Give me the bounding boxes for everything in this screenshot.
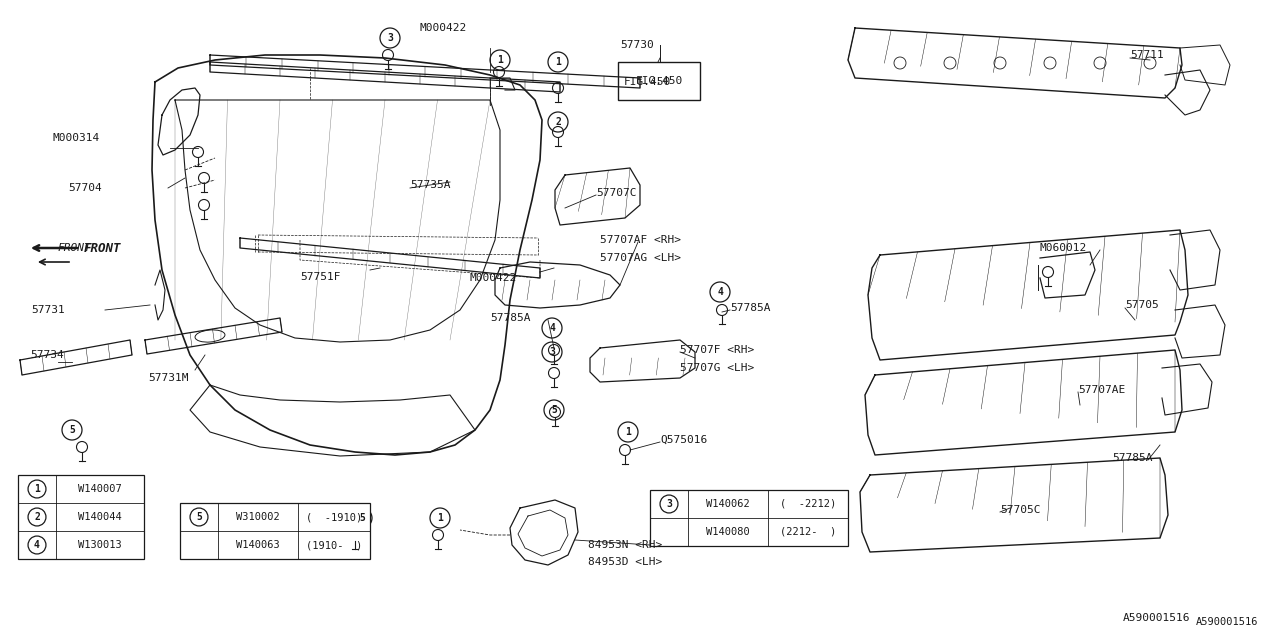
Bar <box>18 475 143 559</box>
Text: 1: 1 <box>497 55 503 65</box>
Text: FIG.450: FIG.450 <box>625 77 671 87</box>
Bar <box>180 503 370 559</box>
Text: 5: 5 <box>552 405 557 415</box>
Text: W140063: W140063 <box>236 540 280 550</box>
Text: 1: 1 <box>625 427 631 437</box>
Bar <box>650 490 849 546</box>
Text: (  -2212): ( -2212) <box>780 499 836 509</box>
Text: 57731: 57731 <box>31 305 65 315</box>
Text: 1: 1 <box>436 513 443 523</box>
Text: 57705: 57705 <box>1125 300 1158 310</box>
Text: 2: 2 <box>35 512 40 522</box>
Text: 5: 5 <box>196 512 202 522</box>
Text: M000422: M000422 <box>420 23 467 33</box>
Text: 3: 3 <box>666 499 672 509</box>
Text: M000314: M000314 <box>52 133 100 143</box>
Text: 2: 2 <box>556 117 561 127</box>
Text: 57707F <RH>: 57707F <RH> <box>680 345 754 355</box>
Text: 4: 4 <box>717 287 723 297</box>
Text: 57730: 57730 <box>620 40 654 50</box>
Text: 57711: 57711 <box>1130 50 1164 60</box>
Text: 57785A: 57785A <box>490 313 530 323</box>
Text: 57731M: 57731M <box>148 373 188 383</box>
Text: 57707AF <RH>: 57707AF <RH> <box>600 235 681 245</box>
Text: 1: 1 <box>556 57 561 67</box>
Text: 5: 5 <box>69 425 76 435</box>
Text: M000422: M000422 <box>470 273 517 283</box>
Text: 3: 3 <box>549 347 556 357</box>
Text: 1: 1 <box>35 484 40 494</box>
Text: W140080: W140080 <box>707 527 750 537</box>
Text: 57707C: 57707C <box>596 188 636 198</box>
Text: 57705C: 57705C <box>1000 505 1041 515</box>
Text: 57735A: 57735A <box>410 180 451 190</box>
Text: 57785A: 57785A <box>1112 453 1152 463</box>
Text: 57707AG <LH>: 57707AG <LH> <box>600 253 681 263</box>
Text: 57751F: 57751F <box>300 272 340 282</box>
Text: 4: 4 <box>35 540 40 550</box>
Text: 57785A: 57785A <box>730 303 771 313</box>
Text: FRONT: FRONT <box>84 241 122 255</box>
Text: 5: 5 <box>360 513 365 523</box>
Text: A590001516: A590001516 <box>1196 617 1258 627</box>
Text: (  -1910): ( -1910) <box>306 512 362 522</box>
Text: W140062: W140062 <box>707 499 750 509</box>
Text: (1910-  ): (1910- ) <box>306 540 362 550</box>
Text: FRONT: FRONT <box>58 243 92 253</box>
Text: W130013: W130013 <box>78 540 122 550</box>
Text: 3: 3 <box>387 33 393 43</box>
Text: 84953N <RH>: 84953N <RH> <box>588 540 662 550</box>
Text: W310002: W310002 <box>236 512 280 522</box>
Text: 57734: 57734 <box>29 350 64 360</box>
Text: 57704: 57704 <box>68 183 102 193</box>
Text: (2212-  ): (2212- ) <box>780 527 836 537</box>
Text: W140007: W140007 <box>78 484 122 494</box>
Bar <box>618 62 700 100</box>
Text: A590001516: A590001516 <box>1123 613 1190 623</box>
Text: 57707AE: 57707AE <box>1078 385 1125 395</box>
Text: 84953D <LH>: 84953D <LH> <box>588 557 662 567</box>
Text: M060012: M060012 <box>1039 243 1087 253</box>
Text: Q575016: Q575016 <box>660 435 708 445</box>
Text: 57707G <LH>: 57707G <LH> <box>680 363 754 373</box>
Text: W140044: W140044 <box>78 512 122 522</box>
Text: 4: 4 <box>549 323 556 333</box>
Text: FIG.450: FIG.450 <box>635 76 682 86</box>
